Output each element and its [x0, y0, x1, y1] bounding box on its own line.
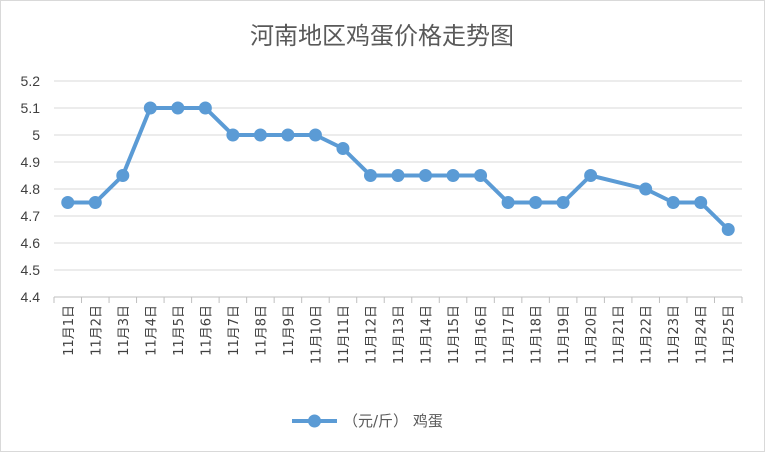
- legend-marker: [308, 414, 321, 428]
- data-point: [308, 128, 322, 142]
- x-tick-label: 11月14日: [420, 305, 435, 364]
- data-point: [556, 196, 570, 209]
- y-axis: 4.4 4.5 4.6 4.7 4.8 4.9 5 5.1 5.2: [21, 73, 41, 305]
- x-tick-label: 11月2日: [89, 305, 104, 356]
- x-tick-label: 11月19日: [557, 305, 572, 364]
- x-tick-label: 11月16日: [475, 305, 490, 364]
- legend: （元/斤） 鸡蛋: [292, 412, 443, 430]
- data-point: [281, 128, 295, 142]
- y-tick-label: 4.8: [21, 181, 41, 197]
- data-point: [639, 182, 653, 196]
- data-point: [391, 169, 405, 182]
- data-point: [363, 169, 377, 182]
- data-point: [143, 101, 157, 115]
- x-tick-label: 11月4日: [144, 305, 159, 356]
- data-point: [171, 101, 185, 115]
- x-tick-label: 11月9日: [282, 305, 297, 356]
- data-point: [446, 169, 460, 182]
- data-point: [198, 101, 212, 115]
- x-tick-label: 11月22日: [640, 305, 655, 364]
- x-tick-label: 11月12日: [364, 305, 379, 364]
- x-tick-label: 11月24日: [695, 305, 710, 364]
- data-point: [501, 196, 515, 209]
- data-point: [584, 169, 598, 182]
- x-tick-label: 11月10日: [309, 305, 324, 364]
- data-point: [666, 196, 680, 209]
- legend-label: （元/斤） 鸡蛋: [343, 412, 443, 430]
- x-tick-label: 11月6日: [199, 305, 214, 356]
- data-point: [721, 223, 735, 236]
- series-line: [67, 106, 730, 231]
- x-tick-label: 11月25日: [722, 305, 737, 364]
- series-layer: [61, 101, 735, 236]
- y-tick-label: 4.4: [21, 289, 41, 305]
- data-point: [336, 142, 350, 155]
- x-tick-label: 11月13日: [392, 305, 407, 364]
- x-tick-label: 11月3日: [117, 305, 132, 356]
- y-tick-label: 4.9: [21, 154, 41, 170]
- x-axis: 11月1日 11月2日 11月3日 11月4日 11月5日 11月6日 11月7日 11月8日…: [53, 296, 743, 364]
- x-tick-label: 11月23日: [667, 305, 682, 364]
- x-tick-label: 11月8日: [254, 305, 269, 356]
- x-tick-label: 11月7日: [227, 305, 242, 356]
- y-tick-label: 5: [32, 127, 40, 143]
- x-tick-label: 11月21日: [612, 305, 627, 364]
- x-tick-label: 11月1日: [62, 305, 77, 356]
- x-tick-label: 11月5日: [172, 305, 187, 356]
- data-point: [474, 169, 488, 182]
- data-point: [419, 169, 433, 182]
- data-point: [116, 169, 130, 182]
- x-tick-label: 11月11日: [337, 305, 352, 364]
- data-point: [253, 128, 267, 142]
- x-tick-label: 11月18日: [530, 305, 545, 364]
- y-tick-label: 4.6: [21, 235, 41, 251]
- y-tick-label: 5.1: [21, 100, 41, 116]
- y-tick-label: 5.2: [21, 73, 41, 89]
- data-point: [61, 196, 75, 209]
- x-tick-label: 11月17日: [502, 305, 517, 364]
- x-tick-label: 11月15日: [447, 305, 462, 364]
- data-point: [88, 196, 102, 209]
- x-tick-label: 11月20日: [585, 305, 600, 364]
- data-point: [529, 196, 543, 209]
- chart-title: 河南地区鸡蛋价格走势图: [250, 22, 514, 50]
- y-tick-label: 4.5: [21, 262, 41, 278]
- data-point: [226, 128, 240, 142]
- data-point: [694, 196, 708, 209]
- y-tick-label: 4.7: [21, 208, 41, 224]
